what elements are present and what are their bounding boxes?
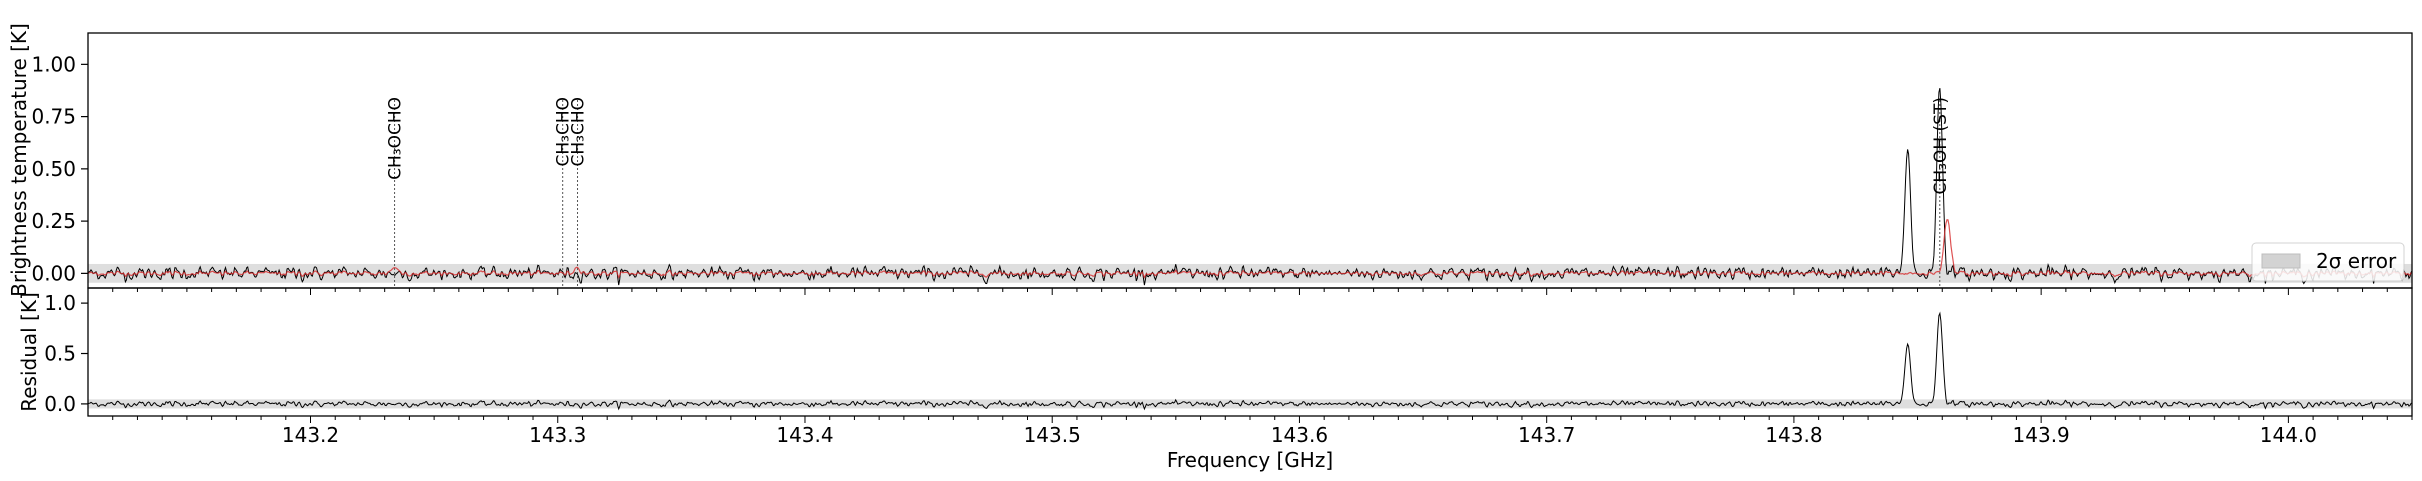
top-line-markers	[394, 100, 1941, 288]
x-tick-label: 144.0	[2260, 423, 2317, 447]
x-tick-label: 143.4	[776, 423, 833, 447]
y-tick-label: 0.50	[31, 157, 76, 181]
y-tick-label: 0.5	[44, 342, 76, 366]
bottom-x-ticks: 143.2 143.3 143.4 143.5 143.6 143.7 143.8 143.9…	[112, 416, 2413, 447]
x-tick-label: 143.5	[1024, 423, 1081, 447]
top-axes-frame	[87, 32, 2413, 289]
y-tick-label: 0.25	[31, 209, 76, 233]
legend-frame	[2251, 242, 2405, 282]
top-y-axis-label: Brightness temperature [K]	[7, 23, 31, 297]
residual-spectrum	[87, 311, 2413, 411]
x-tick-label: 143.2	[282, 423, 339, 447]
x-tick-label: 143.3	[529, 423, 586, 447]
top-model-spectrum	[87, 219, 2413, 279]
y-tick-label: 1.0	[44, 291, 76, 315]
bottom-y-ticks: 0.0 0.5 1.0	[44, 291, 88, 416]
line-label-1: CH₃CHO	[554, 97, 574, 167]
top-observed-spectrum	[87, 87, 2413, 286]
y-tick-label: 1.00	[31, 52, 76, 76]
y-tick-label: 0.00	[31, 261, 76, 285]
legend: 2σ error	[2251, 242, 2405, 282]
legend-error-swatch	[2261, 253, 2301, 269]
bottom-y-axis-label: Residual [K]	[17, 292, 41, 412]
bottom-axes-frame	[87, 287, 2413, 417]
bottom-panel: 0.0 0.5 1.0 143.2 143.3 143.4 143.5 143.6 143.7…	[17, 287, 2413, 472]
y-tick-label: 0.0	[44, 392, 76, 416]
line-label-2: CH₃CHO	[569, 97, 589, 167]
x-axis-label: Frequency [GHz]	[1167, 448, 1333, 472]
legend-error-label: 2σ error	[2316, 249, 2397, 273]
top-x-ticks	[112, 288, 2413, 295]
y-tick-label: 0.75	[31, 105, 76, 129]
x-tick-label: 143.9	[2013, 423, 2070, 447]
line-label-3: CH₃OH (ST)	[1931, 97, 1951, 194]
x-tick-label: 143.8	[1765, 423, 1822, 447]
line-label-0: CH₃OCHO	[386, 97, 406, 180]
x-tick-label: 143.6	[1271, 423, 1328, 447]
top-y-ticks: 0.00 0.25 0.50 0.75 1.00	[31, 52, 88, 285]
x-tick-label: 143.7	[1518, 423, 1575, 447]
